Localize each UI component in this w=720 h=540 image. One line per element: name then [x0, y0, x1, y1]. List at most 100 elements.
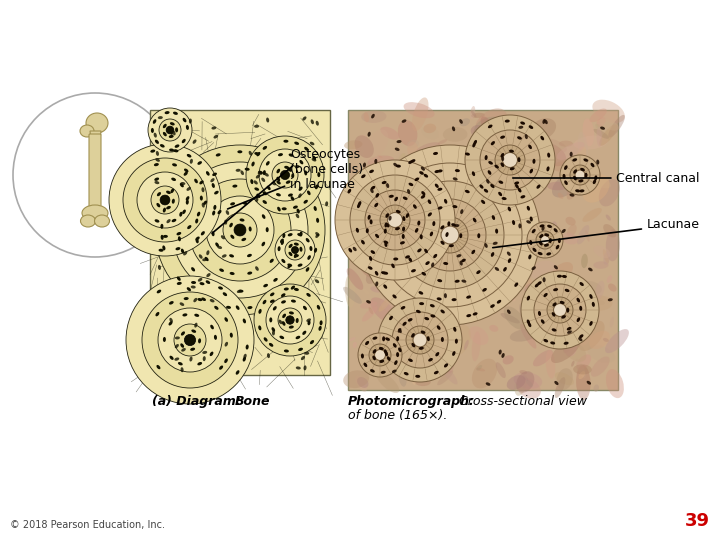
Circle shape: [174, 324, 206, 356]
Ellipse shape: [581, 254, 588, 268]
Ellipse shape: [491, 200, 517, 221]
Ellipse shape: [296, 336, 300, 339]
Ellipse shape: [506, 257, 524, 278]
Ellipse shape: [517, 215, 524, 228]
Ellipse shape: [371, 114, 375, 118]
Ellipse shape: [281, 300, 286, 303]
Ellipse shape: [199, 282, 204, 285]
Circle shape: [575, 170, 585, 180]
Ellipse shape: [156, 203, 161, 207]
Ellipse shape: [302, 330, 306, 335]
Ellipse shape: [589, 294, 593, 299]
Ellipse shape: [346, 170, 354, 173]
Ellipse shape: [577, 281, 602, 295]
Ellipse shape: [441, 225, 444, 229]
Ellipse shape: [578, 321, 605, 351]
Ellipse shape: [411, 269, 416, 272]
Circle shape: [126, 276, 254, 404]
Circle shape: [259, 149, 311, 201]
Text: Osteocytes
(bone cells)
in lacunae: Osteocytes (bone cells) in lacunae: [228, 148, 363, 209]
Ellipse shape: [544, 233, 549, 237]
Ellipse shape: [608, 115, 625, 138]
Ellipse shape: [543, 277, 546, 282]
Ellipse shape: [439, 150, 444, 156]
Ellipse shape: [476, 368, 485, 372]
Ellipse shape: [199, 254, 202, 259]
Ellipse shape: [591, 356, 610, 377]
Circle shape: [570, 165, 590, 185]
Ellipse shape: [507, 309, 510, 314]
Ellipse shape: [197, 161, 202, 165]
Ellipse shape: [554, 228, 558, 232]
Ellipse shape: [381, 241, 405, 260]
Ellipse shape: [363, 288, 369, 294]
Ellipse shape: [278, 153, 283, 156]
Ellipse shape: [315, 232, 320, 236]
Ellipse shape: [505, 119, 510, 123]
Ellipse shape: [575, 359, 586, 378]
Ellipse shape: [438, 343, 456, 361]
Ellipse shape: [452, 126, 455, 131]
Ellipse shape: [171, 178, 176, 181]
Ellipse shape: [459, 261, 463, 266]
Ellipse shape: [459, 118, 470, 126]
Ellipse shape: [221, 235, 225, 239]
Ellipse shape: [217, 246, 222, 249]
Ellipse shape: [251, 161, 255, 166]
Ellipse shape: [258, 326, 261, 330]
Ellipse shape: [461, 292, 490, 299]
Ellipse shape: [528, 145, 532, 149]
Ellipse shape: [499, 349, 502, 355]
Ellipse shape: [465, 183, 484, 206]
Ellipse shape: [441, 364, 458, 384]
Ellipse shape: [202, 202, 204, 207]
Ellipse shape: [415, 378, 431, 386]
Ellipse shape: [588, 345, 615, 363]
Ellipse shape: [289, 153, 294, 157]
Ellipse shape: [495, 267, 499, 271]
Ellipse shape: [593, 177, 611, 188]
Ellipse shape: [539, 224, 544, 227]
Ellipse shape: [490, 304, 495, 308]
Ellipse shape: [395, 197, 398, 201]
Ellipse shape: [264, 338, 268, 342]
Ellipse shape: [370, 188, 374, 193]
Ellipse shape: [354, 136, 374, 158]
Ellipse shape: [229, 223, 233, 227]
Ellipse shape: [198, 339, 201, 343]
Ellipse shape: [563, 333, 575, 353]
Ellipse shape: [458, 198, 468, 215]
Ellipse shape: [472, 143, 476, 147]
Ellipse shape: [269, 343, 274, 347]
Ellipse shape: [416, 310, 420, 313]
Ellipse shape: [479, 116, 498, 142]
Ellipse shape: [377, 372, 399, 393]
Ellipse shape: [325, 201, 328, 206]
Ellipse shape: [194, 298, 197, 302]
Ellipse shape: [515, 373, 527, 396]
Ellipse shape: [184, 297, 189, 300]
Circle shape: [189, 179, 291, 281]
Ellipse shape: [537, 138, 567, 153]
Ellipse shape: [190, 159, 193, 164]
Ellipse shape: [301, 356, 305, 360]
Ellipse shape: [599, 179, 620, 206]
Ellipse shape: [567, 177, 581, 200]
Ellipse shape: [395, 227, 400, 230]
Ellipse shape: [603, 249, 609, 264]
Ellipse shape: [353, 247, 356, 251]
Ellipse shape: [558, 238, 561, 243]
Ellipse shape: [377, 228, 401, 239]
Ellipse shape: [422, 272, 426, 275]
Circle shape: [184, 334, 196, 346]
Circle shape: [159, 119, 181, 141]
Ellipse shape: [392, 370, 397, 373]
Circle shape: [155, 145, 325, 315]
Ellipse shape: [567, 327, 572, 330]
Ellipse shape: [592, 302, 595, 307]
Ellipse shape: [398, 328, 402, 333]
Ellipse shape: [355, 375, 367, 391]
Ellipse shape: [181, 367, 184, 372]
Ellipse shape: [513, 372, 542, 389]
Ellipse shape: [202, 187, 204, 192]
